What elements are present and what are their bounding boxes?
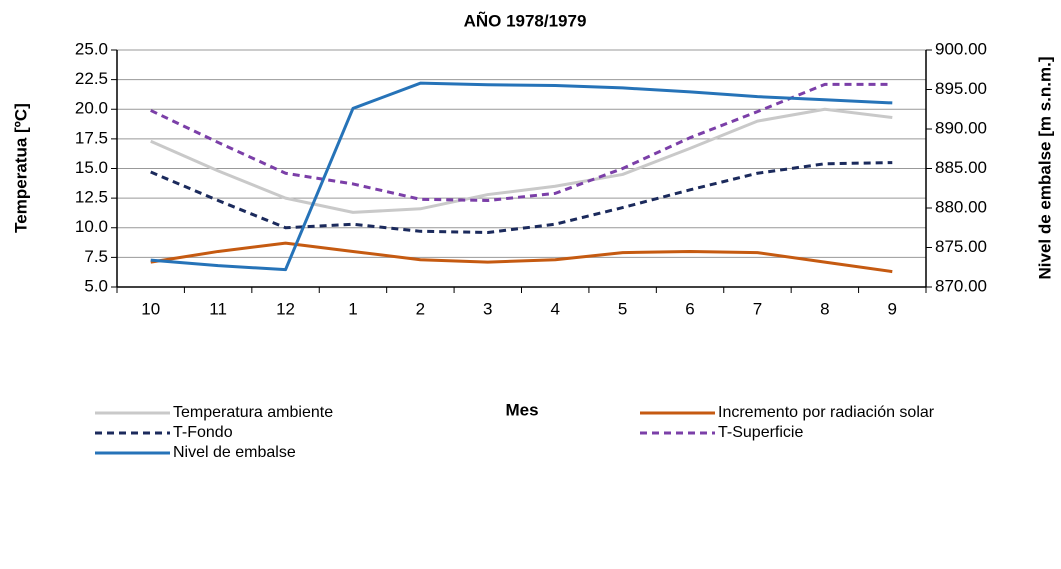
y-tick-label: 20.0	[75, 99, 108, 118]
y2-tick-label: 875.00	[935, 237, 987, 256]
series-line	[150, 161, 893, 234]
y-tick-label: 25.0	[75, 39, 108, 58]
x-tick-label: 7	[753, 299, 762, 318]
y2-tick-label: 895.00	[935, 79, 987, 98]
y-tick-label: 5.0	[84, 276, 108, 295]
series-line	[150, 107, 893, 214]
legend-label: Incremento por radiación solar	[718, 404, 935, 421]
x-tick-label: 6	[685, 299, 694, 318]
y2-tick-label: 880.00	[935, 197, 987, 216]
x-tick-label: 12	[276, 299, 295, 318]
legend-label: T-Fondo	[173, 424, 233, 441]
series-line	[150, 81, 893, 272]
x-tick-label: 1	[348, 299, 357, 318]
chart-title: AÑO 1978/1979	[464, 10, 587, 30]
y2-tick-label: 890.00	[935, 118, 987, 137]
legend-label: Nivel de embalse	[173, 444, 296, 461]
series-line	[150, 241, 893, 274]
x-tick-label: 2	[416, 299, 425, 318]
x-tick-label: 11	[209, 299, 227, 318]
y-tick-label: 10.0	[75, 217, 108, 236]
y2-tick-label: 885.00	[935, 158, 987, 177]
y2-tick-label: 870.00	[935, 276, 987, 295]
legend-label: Temperatura ambiente	[173, 404, 333, 421]
y-axis-label: Temperatua [ºC]	[11, 103, 30, 233]
x-tick-label: 5	[618, 299, 627, 318]
x-tick-label: 10	[141, 299, 160, 318]
y2-tick-label: 900.00	[935, 39, 987, 58]
y-tick-label: 17.5	[75, 128, 108, 147]
x-tick-label: 9	[888, 299, 897, 318]
y-tick-label: 12.5	[75, 188, 108, 207]
y2-axis-label: Nivel de embalse [m s.n.m.]	[1035, 57, 1054, 280]
x-tick-label: 4	[550, 299, 559, 318]
y-tick-label: 7.5	[84, 247, 108, 266]
series-line	[150, 82, 893, 202]
x-axis-label: Mes	[505, 400, 538, 419]
y-tick-label: 15.0	[75, 158, 108, 177]
x-tick-label: 3	[483, 299, 492, 318]
legend-label: T-Superficie	[718, 424, 803, 441]
y-tick-label: 22.5	[75, 69, 108, 88]
x-tick-label: 8	[820, 299, 829, 318]
